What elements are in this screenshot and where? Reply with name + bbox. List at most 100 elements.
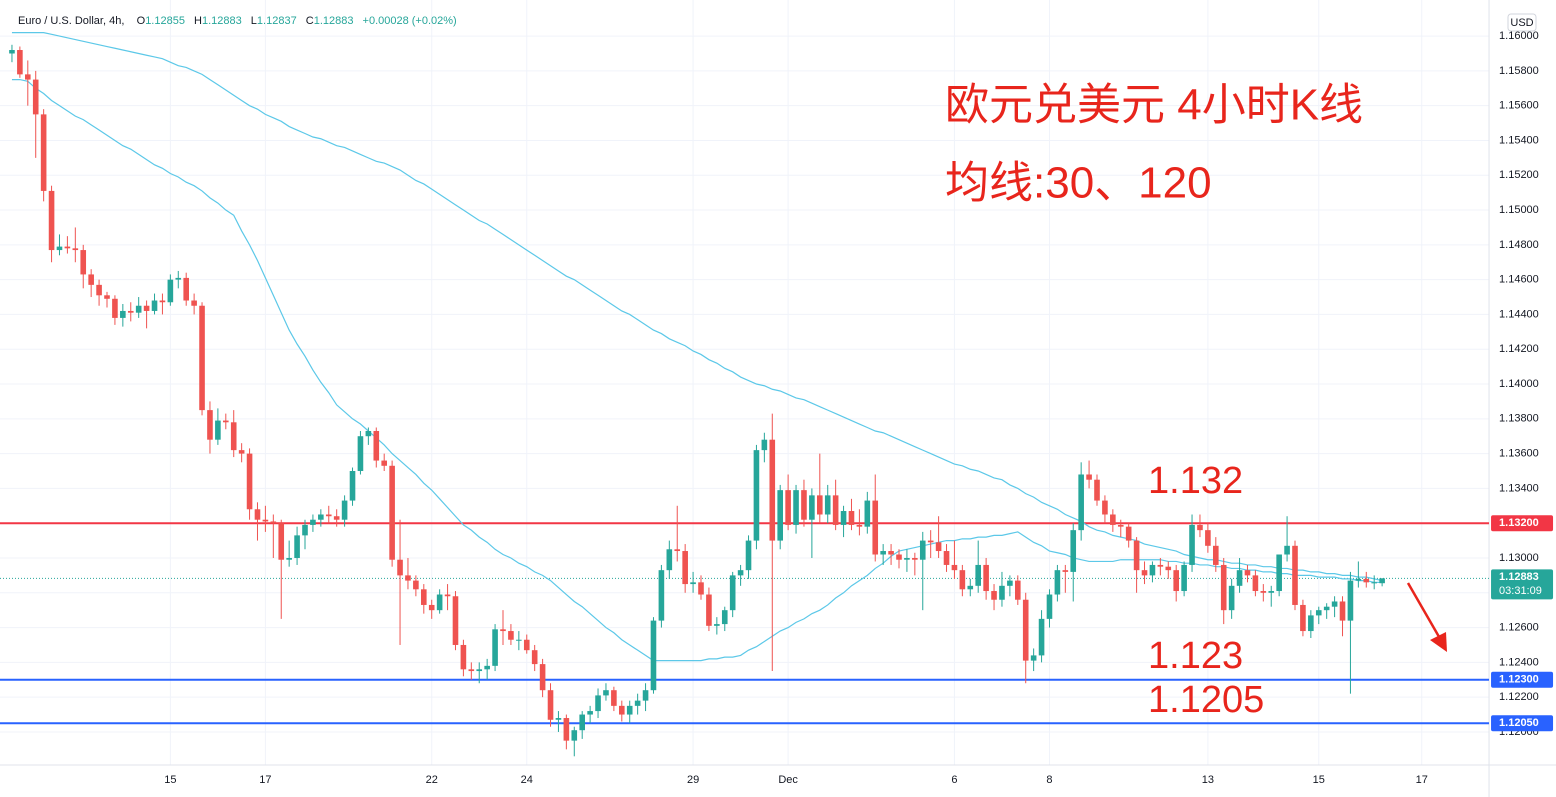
y-tick-label: 1.15200 bbox=[1499, 169, 1539, 181]
y-tick-label: 1.16000 bbox=[1499, 30, 1539, 42]
y-tick-label: 1.13600 bbox=[1499, 448, 1539, 460]
candle-body bbox=[349, 471, 356, 501]
candle-body bbox=[381, 460, 387, 466]
ohlc-letter: H bbox=[194, 15, 202, 27]
y-tick-label: 1.14600 bbox=[1499, 274, 1539, 286]
candle-body bbox=[25, 74, 31, 80]
moving-average bbox=[11, 32, 1383, 582]
candle-body bbox=[587, 711, 593, 715]
candle-body bbox=[1236, 570, 1243, 586]
candle-body bbox=[357, 436, 364, 472]
candle-body bbox=[9, 50, 15, 54]
candle-body bbox=[1260, 591, 1267, 593]
candle-body bbox=[413, 580, 419, 590]
countdown: 03:31:09 bbox=[1499, 585, 1542, 597]
y-tick-label: 1.14000 bbox=[1499, 378, 1539, 390]
candle-body bbox=[785, 490, 791, 525]
candle-body bbox=[769, 439, 776, 541]
candle-body bbox=[1315, 610, 1322, 616]
candle-body bbox=[310, 519, 316, 525]
candle-body bbox=[1078, 474, 1084, 531]
candle-body bbox=[325, 514, 332, 517]
candle-body bbox=[64, 246, 71, 249]
candle-body bbox=[302, 524, 308, 536]
candle-body bbox=[1300, 604, 1306, 632]
y-tick-label: 1.12600 bbox=[1499, 621, 1539, 633]
candle-body bbox=[706, 594, 712, 626]
annotation: 1.132 bbox=[1148, 460, 1243, 502]
candle-body bbox=[492, 629, 498, 666]
candle-body bbox=[888, 551, 894, 555]
level-label: 1.13200 bbox=[1499, 517, 1539, 529]
candle-body bbox=[1030, 655, 1037, 661]
candle-body bbox=[864, 500, 871, 527]
y-tick-label: 1.13800 bbox=[1499, 413, 1539, 425]
candle-body bbox=[1054, 570, 1061, 595]
candle-body bbox=[983, 564, 989, 592]
candle-body bbox=[935, 542, 942, 552]
candle-body bbox=[967, 585, 974, 590]
candle-body bbox=[1015, 580, 1021, 600]
y-tick-label: 1.15000 bbox=[1499, 204, 1539, 216]
x-tick-label: 17 bbox=[1416, 774, 1428, 786]
candle-body bbox=[1213, 545, 1219, 565]
candle-body bbox=[951, 564, 958, 571]
candle-body bbox=[223, 420, 229, 423]
candle-body bbox=[1292, 545, 1298, 605]
candle-body bbox=[56, 246, 63, 251]
last-price-box bbox=[1491, 569, 1554, 600]
level-label: 1.12300 bbox=[1499, 674, 1539, 686]
candle-body bbox=[1323, 606, 1330, 611]
candle-body bbox=[1228, 585, 1235, 611]
candle-body bbox=[642, 690, 649, 701]
candle-body bbox=[563, 718, 570, 741]
candle-body bbox=[278, 523, 285, 560]
candle-body bbox=[801, 490, 807, 520]
candle-body bbox=[690, 582, 696, 585]
candle-body bbox=[104, 295, 110, 299]
candle-body bbox=[1022, 599, 1029, 661]
candle-body bbox=[1220, 564, 1227, 611]
candle-body bbox=[508, 631, 514, 640]
candle-body bbox=[151, 300, 158, 311]
arrow bbox=[1406, 582, 1447, 652]
y-tick-label: 1.14200 bbox=[1499, 343, 1539, 355]
x-tick-label: 15 bbox=[164, 774, 176, 786]
y-tick-label: 1.14800 bbox=[1499, 239, 1539, 251]
candle-body bbox=[634, 700, 641, 706]
y-tick-label: 1.13400 bbox=[1499, 482, 1539, 494]
candle-body bbox=[761, 439, 768, 451]
candle-body bbox=[896, 554, 902, 560]
candle-body bbox=[1133, 540, 1140, 571]
candle-body bbox=[460, 644, 467, 670]
candle-body bbox=[365, 430, 372, 437]
candle-body bbox=[650, 620, 657, 691]
candle-body bbox=[476, 669, 483, 672]
candle-body bbox=[143, 305, 150, 311]
x-tick-label: 24 bbox=[521, 774, 533, 786]
candle-body bbox=[191, 300, 197, 306]
candle-body bbox=[484, 665, 490, 670]
candle-body bbox=[341, 500, 348, 520]
candle-body bbox=[872, 500, 879, 555]
candle-body bbox=[793, 490, 799, 525]
ohlc-value: 1.12883 bbox=[201, 15, 242, 27]
candle-body bbox=[1197, 524, 1203, 531]
ohlc-letter: C bbox=[305, 15, 314, 27]
candle-body bbox=[199, 305, 205, 411]
candle-body bbox=[880, 551, 886, 555]
y-tick-label: 1.15800 bbox=[1499, 65, 1539, 77]
candle-body bbox=[698, 582, 704, 595]
candle-body bbox=[421, 589, 427, 605]
candle-body bbox=[183, 277, 189, 301]
candle-body bbox=[444, 594, 451, 597]
candle-body bbox=[1276, 554, 1282, 592]
candle-body bbox=[975, 564, 981, 586]
candle-body bbox=[1339, 601, 1346, 621]
candle-body bbox=[840, 511, 847, 525]
candle-body bbox=[1117, 524, 1124, 527]
candle-body bbox=[120, 310, 126, 318]
candle-body bbox=[943, 551, 950, 565]
candle-body bbox=[1046, 594, 1053, 619]
candle-body bbox=[1141, 570, 1148, 576]
